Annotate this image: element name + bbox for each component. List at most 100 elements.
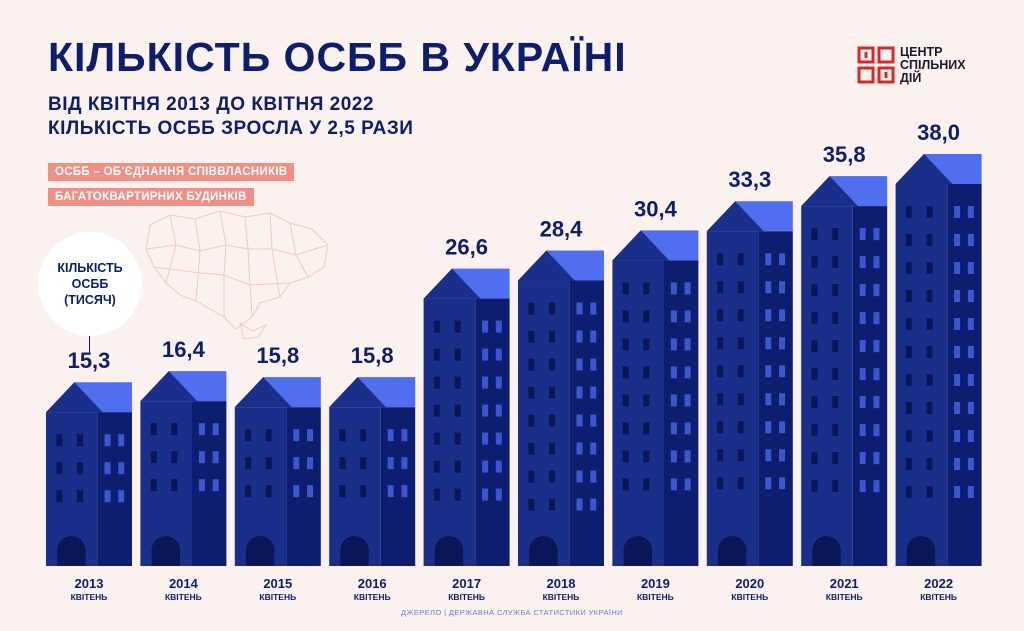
building-window <box>548 414 555 427</box>
x-tick-sublabel: КВІТЕНЬ <box>259 592 296 602</box>
building-window <box>717 449 724 462</box>
building-gable <box>46 382 103 413</box>
unit-line-2: ОСББ <box>71 277 109 291</box>
building-window <box>622 310 629 323</box>
building-door <box>151 536 180 566</box>
building-window <box>684 394 691 407</box>
building-side-wall <box>758 231 793 566</box>
building-bar <box>46 382 132 566</box>
building-window <box>433 376 440 389</box>
building-window <box>737 337 744 350</box>
building-window <box>737 421 744 434</box>
subtitle-line-2: КІЛЬКІСТЬ ОСББ ЗРОСЛА У 2,5 РАЗИ <box>48 117 608 141</box>
x-tick-sublabel: КВІТЕНЬ <box>826 592 863 602</box>
building-door <box>623 536 652 566</box>
building-window <box>905 290 912 302</box>
building-window <box>779 477 786 490</box>
x-tick-label: 2021 <box>830 576 859 591</box>
building-window <box>622 450 629 463</box>
building-window <box>387 485 394 498</box>
building-window <box>873 256 880 269</box>
building-window <box>873 452 880 465</box>
building-gable <box>801 176 858 207</box>
building-window <box>765 365 772 378</box>
building-door <box>245 536 275 566</box>
building-window <box>670 450 677 463</box>
building-bar <box>423 268 510 566</box>
building-window <box>622 282 629 295</box>
building-door <box>717 536 747 566</box>
data-label: 33,3 <box>728 167 771 192</box>
building-window <box>104 490 111 503</box>
building-window <box>576 414 583 427</box>
building-window <box>495 432 502 445</box>
building-door <box>57 536 86 566</box>
building-window <box>293 429 300 442</box>
building-window <box>212 479 219 492</box>
building-window <box>779 309 786 322</box>
building-window <box>873 424 880 437</box>
building-window <box>643 282 650 295</box>
building-window <box>905 486 912 498</box>
building-window <box>954 206 961 218</box>
building-window <box>548 358 555 371</box>
building-window <box>171 423 178 436</box>
building-window <box>926 486 933 498</box>
building-window <box>765 393 772 406</box>
building-gable <box>140 371 198 402</box>
building-window <box>482 460 489 473</box>
building-window <box>198 479 205 492</box>
building-window <box>245 457 252 470</box>
building-side-wall <box>192 401 227 566</box>
building-side-wall <box>380 407 416 566</box>
building-window <box>832 312 839 325</box>
building-window <box>307 429 314 442</box>
building-window <box>737 477 744 490</box>
building-bar <box>518 250 604 566</box>
building-window <box>905 346 912 358</box>
building-window <box>926 262 933 274</box>
building-window <box>670 366 677 379</box>
building-window <box>811 228 818 241</box>
building-window <box>967 206 974 218</box>
building-window <box>198 423 205 436</box>
building-window <box>967 430 974 442</box>
building-window <box>765 421 772 434</box>
building-window <box>811 480 818 493</box>
building-window <box>76 490 83 503</box>
building-window <box>684 422 691 435</box>
building-window <box>967 486 974 498</box>
building-window <box>670 310 677 323</box>
building-bar <box>329 377 416 566</box>
building-window <box>360 485 367 498</box>
building-window <box>926 346 933 358</box>
building-window <box>905 262 912 274</box>
building-side-wall <box>852 206 888 566</box>
building-window <box>811 368 818 381</box>
building-window <box>171 479 178 492</box>
building-bar <box>801 176 888 566</box>
subtitle-line-1: ВІД КВІТНЯ 2013 ДО КВІТНЯ 2022 <box>48 94 374 115</box>
logo-line-2: СПІЛЬНИХ <box>900 58 966 72</box>
building-window <box>528 330 535 343</box>
data-label: 15,8 <box>351 343 394 368</box>
building-window <box>905 318 912 330</box>
building-window <box>643 366 650 379</box>
building-window <box>118 462 125 475</box>
building-window <box>954 346 961 358</box>
building-window <box>967 262 974 274</box>
building-window <box>590 386 597 399</box>
unit-connector-line <box>89 336 90 354</box>
building-window <box>832 480 839 493</box>
building-window <box>454 432 461 445</box>
subtitle: ВІД КВІТНЯ 2013 ДО КВІТНЯ 2022 КІЛЬКІСТЬ… <box>48 93 608 141</box>
building-window <box>528 358 535 371</box>
subtitle-highlight: 2,5 РАЗИ <box>327 118 414 139</box>
building-window <box>622 338 629 351</box>
building-window <box>495 348 502 361</box>
building-window <box>118 434 125 447</box>
building-window <box>576 470 583 483</box>
building-window <box>779 337 786 350</box>
building-window <box>859 228 866 241</box>
building-window <box>198 451 205 464</box>
